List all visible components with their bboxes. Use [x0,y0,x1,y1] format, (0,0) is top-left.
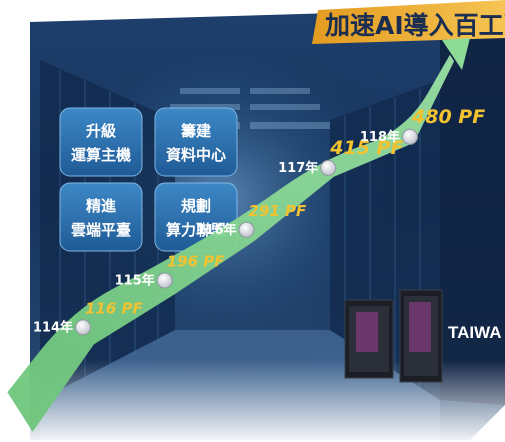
data-point-group: 114年 116 PF [33,299,144,336]
title-banner: 加速AI導入百工百業 [312,0,505,44]
data-label: 415 PF [329,137,403,159]
data-point-group: 117年 415 PF [278,137,403,176]
data-label: 116 PF [85,299,144,317]
tile-line1: 規劃 [181,197,211,215]
data-marks: 114年 116 PF 115年 196 PF 116年 291 PF 117年 415 PF… [33,106,485,336]
data-point [156,272,173,289]
tile-line2: 雲端平臺 [71,221,131,239]
data-point [75,319,91,336]
tile-line1: 升級 [86,122,116,140]
tile-line2: 資料中心 [166,146,226,164]
supercomputer-image: TAIWA [344,289,502,383]
tile-background [154,107,238,177]
tick-label: 117年 [278,160,318,176]
tile-background [59,107,143,177]
data-point-group: 115年 196 PF [115,252,226,289]
growth-arrow [7,38,470,432]
data-label: 196 PF [167,252,226,270]
tick-label: 114年 [33,319,73,335]
data-point [238,221,255,238]
tick-label: 116年 [196,222,236,238]
data-point-group: 118年 480 PF [360,106,485,145]
tile-background [59,182,143,252]
chart-title: 加速AI導入百工百業 [324,11,505,40]
data-label: 291 PF [249,202,308,220]
tick-label: 115年 [115,272,155,288]
data-point [402,128,418,145]
tick-label: 118年 [360,129,400,145]
tile-line1: 籌建 [181,122,212,140]
tile-line2: 運算主機 [71,146,131,164]
data-label: 480 PF [411,106,485,128]
brand-label: TAIWA [448,323,502,342]
data-point [320,159,337,176]
tile-line1: 精進 [86,197,117,215]
data-point-group: 116年 291 PF [196,202,307,238]
